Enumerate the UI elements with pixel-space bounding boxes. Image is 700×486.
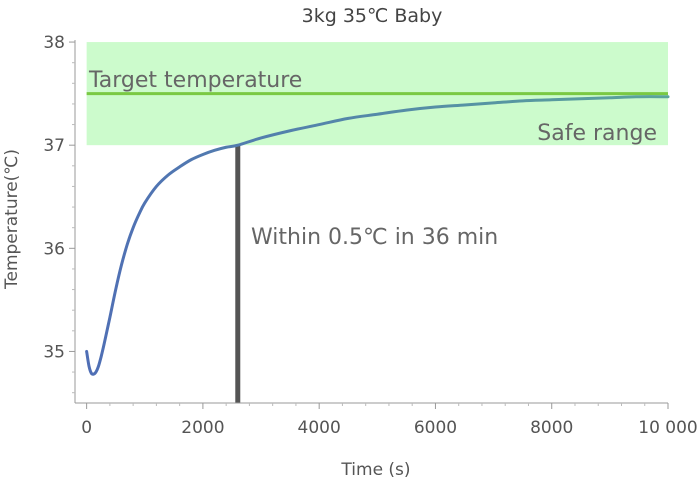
x-tick-label: 6000	[414, 418, 457, 438]
x-tick-label: 4000	[298, 418, 341, 438]
safe-range-label: Safe range	[537, 121, 657, 146]
target-temperature-label: Target temperature	[88, 68, 302, 93]
y-tick-label: 35	[43, 342, 65, 362]
y-tick-label: 37	[43, 136, 65, 156]
time-marker-label: Within 0.5℃ in 36 min	[251, 225, 498, 250]
chart-title: 3kg 35℃ Baby	[302, 5, 443, 27]
x-tick-label: 2000	[181, 418, 224, 438]
temperature-curve	[85, 95, 670, 376]
x-ticks: 0 2000 4000 6000 8000 10 000	[81, 403, 698, 438]
x-tick-label: 10 000	[638, 418, 697, 438]
y-tick-label: 36	[43, 239, 65, 259]
x-tick-label: 0	[81, 418, 92, 438]
x-axis-title: Time (s)	[340, 460, 410, 480]
x-tick-label: 8000	[530, 418, 573, 438]
y-axis-title: Temperature(℃)	[2, 149, 22, 290]
y-tick-label: 38	[43, 33, 65, 53]
y-ticks: 35 36 37 38	[43, 33, 75, 394]
